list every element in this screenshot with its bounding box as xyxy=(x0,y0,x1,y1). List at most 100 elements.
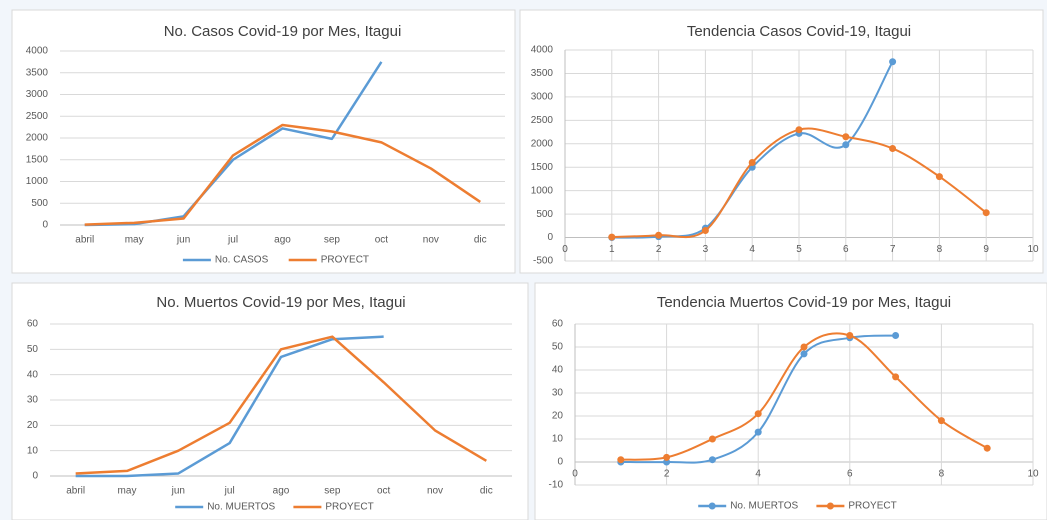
chart-panel xyxy=(11,282,529,520)
y-tick-label: 1500 xyxy=(531,162,554,173)
y-tick-label: 4000 xyxy=(531,45,554,56)
legend-marker xyxy=(708,502,716,510)
y-tick-label: 2500 xyxy=(531,115,554,126)
data-point xyxy=(800,350,808,358)
y-tick-label: 40 xyxy=(27,369,39,380)
y-tick-label: 20 xyxy=(27,420,39,431)
data-point xyxy=(617,456,625,464)
x-tick-label: 1 xyxy=(609,244,615,255)
x-tick-label: 6 xyxy=(847,469,853,480)
x-tick-label: 5 xyxy=(796,244,802,255)
legend-label: PROYECT xyxy=(321,255,369,266)
y-tick-label: 60 xyxy=(552,319,564,330)
x-tick-label: 0 xyxy=(562,244,568,255)
legend-label: No. MUERTOS xyxy=(207,502,275,513)
y-tick-label: 2000 xyxy=(531,138,554,149)
y-tick-label: 1500 xyxy=(26,154,49,165)
data-point xyxy=(795,126,803,134)
x-tick-label: 0 xyxy=(572,469,578,480)
y-tick-label: 2000 xyxy=(26,133,49,144)
chart-title: Tendencia Casos Covid-19, Itagui xyxy=(687,23,911,40)
legend-label: No. CASOS xyxy=(215,255,269,266)
y-tick-label: 30 xyxy=(552,388,564,399)
legend-label: PROYECT xyxy=(848,501,896,512)
data-point xyxy=(983,444,991,452)
series-line xyxy=(84,123,481,226)
y-tick-label: 3500 xyxy=(531,68,554,79)
x-tick-label: jun xyxy=(176,235,190,246)
x-tick-label: 8 xyxy=(937,244,943,255)
x-tick-label: dic xyxy=(474,235,487,246)
y-tick-label: 500 xyxy=(31,198,48,209)
chart: No. Muertos Covid-19 por Mes, Itagui 0 10 2… xyxy=(11,282,529,520)
x-tick-label: 7 xyxy=(890,244,896,255)
data-point xyxy=(982,209,990,217)
data-point xyxy=(608,233,616,241)
y-tick-label: 10 xyxy=(27,445,39,456)
data-point xyxy=(800,343,808,351)
chart: Tendencia Casos Covid-19, Itagui -500 0 500… xyxy=(519,9,1044,274)
y-tick-label: 2500 xyxy=(26,111,49,122)
y-tick-label: 50 xyxy=(27,344,39,355)
x-tick-label: sep xyxy=(324,235,341,246)
chart-title: No. Casos Covid-19 por Mes, Itagui xyxy=(164,23,402,40)
x-tick-label: 2 xyxy=(664,469,670,480)
legend-label: No. MUERTOS xyxy=(730,501,798,512)
data-point xyxy=(937,417,945,425)
legend-marker xyxy=(826,502,834,510)
x-tick-label: jun xyxy=(171,486,185,497)
legend-label: PROYECT xyxy=(325,502,373,513)
x-tick-label: 9 xyxy=(983,244,989,255)
series-line xyxy=(75,335,487,475)
x-tick-label: oct xyxy=(377,486,391,497)
data-point xyxy=(842,133,850,141)
x-tick-label: may xyxy=(125,235,144,246)
x-tick-label: dic xyxy=(480,486,493,497)
x-tick-label: ago xyxy=(274,235,291,246)
y-tick-label: 40 xyxy=(552,365,564,376)
data-point xyxy=(889,58,897,66)
data-point xyxy=(754,428,762,436)
data-point xyxy=(892,373,900,381)
x-tick-label: nov xyxy=(427,486,443,497)
y-tick-label: 1000 xyxy=(531,185,554,196)
y-tick-label: 20 xyxy=(552,411,564,422)
series-line xyxy=(84,61,383,227)
chart-title: No. Muertos Covid-19 por Mes, Itagui xyxy=(156,294,405,311)
y-tick-label: 0 xyxy=(32,471,38,482)
y-tick-label: 3000 xyxy=(26,89,49,100)
x-tick-label: nov xyxy=(423,235,439,246)
x-tick-label: 3 xyxy=(703,244,709,255)
chart: No. Casos Covid-19 por Mes, Itagui 0 500 10… xyxy=(11,9,516,274)
x-tick-label: 8 xyxy=(939,469,945,480)
data-point xyxy=(842,141,850,149)
chart-panel xyxy=(534,282,1047,520)
x-tick-label: abril xyxy=(75,235,94,246)
data-point xyxy=(846,332,854,339)
x-tick-label: jul xyxy=(224,486,235,497)
y-tick-label: 500 xyxy=(536,209,553,220)
y-tick-label: 3500 xyxy=(26,67,49,78)
y-tick-label: 0 xyxy=(42,220,48,231)
data-point xyxy=(889,144,897,152)
x-tick-label: sep xyxy=(324,486,341,497)
data-point xyxy=(708,435,716,443)
x-tick-label: 4 xyxy=(755,469,761,480)
y-tick-label: -500 xyxy=(533,256,553,267)
y-tick-label: 50 xyxy=(552,342,564,353)
y-tick-label: 30 xyxy=(27,395,39,406)
x-tick-label: jul xyxy=(227,235,238,246)
y-tick-label: 60 xyxy=(27,319,39,330)
x-tick-label: oct xyxy=(375,235,389,246)
x-tick-label: abril xyxy=(66,486,85,497)
y-tick-label: 1000 xyxy=(26,176,49,187)
x-tick-label: ago xyxy=(273,486,290,497)
data-point xyxy=(754,410,762,418)
data-point xyxy=(935,173,943,181)
x-tick-label: 10 xyxy=(1027,244,1039,255)
y-tick-label: 0 xyxy=(547,232,553,243)
x-tick-label: 2 xyxy=(656,244,662,255)
chart-title: Tendencia Muertos Covid-19 por Mes, Itag… xyxy=(657,294,951,311)
y-tick-label: 0 xyxy=(557,457,563,468)
